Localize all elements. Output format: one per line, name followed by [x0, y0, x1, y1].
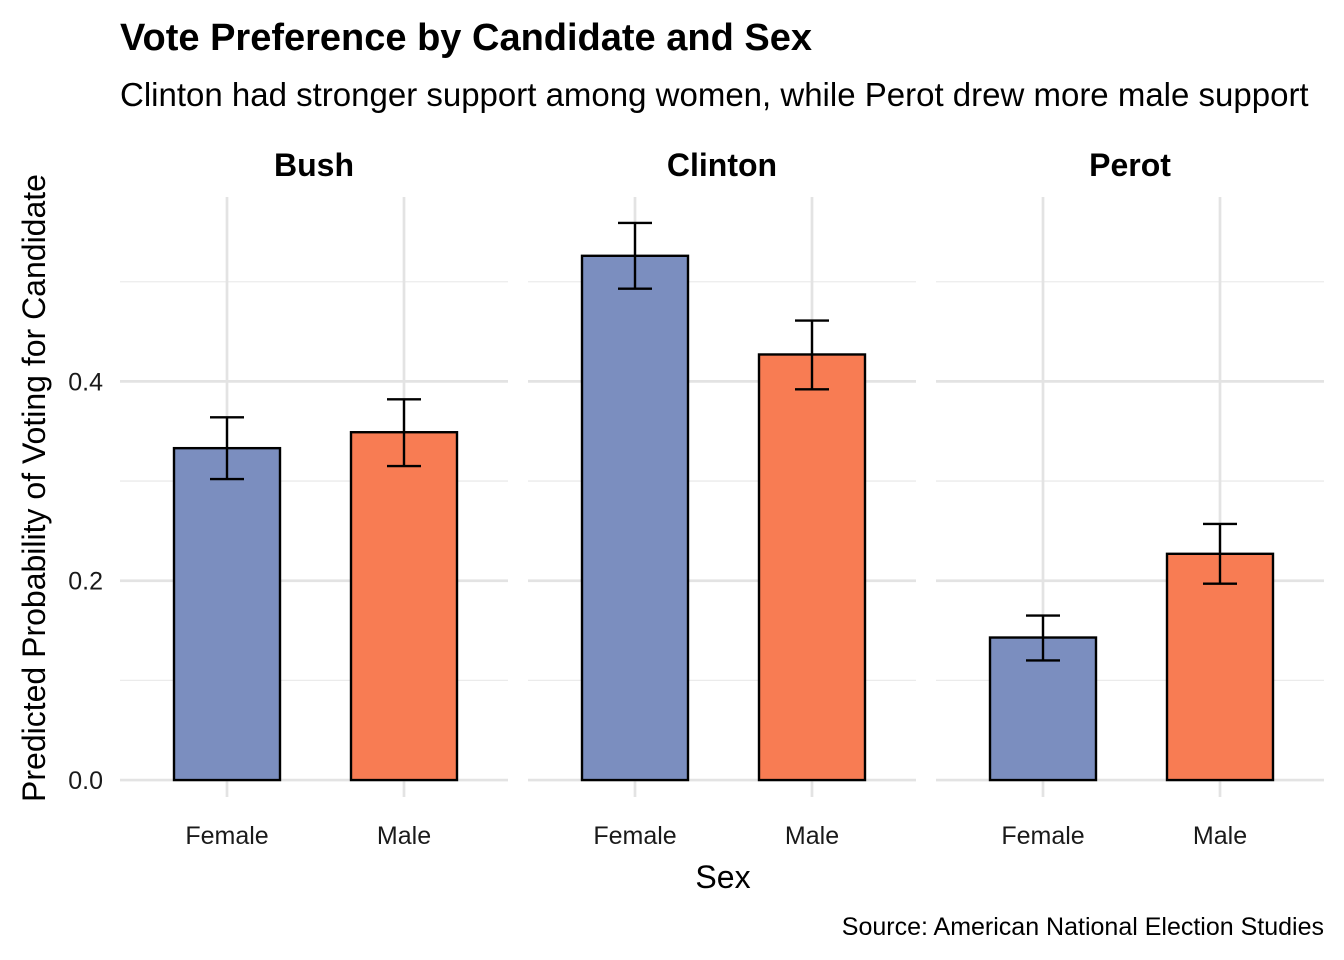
panel-bush: Bush Female Male	[120, 147, 508, 850]
bar-male	[759, 354, 865, 780]
bar-male	[351, 432, 457, 780]
chart-caption: Source: American National Election Studi…	[842, 913, 1324, 941]
chart-subtitle: Clinton had stronger support among women…	[120, 76, 1309, 113]
x-tick-label: Male	[785, 822, 839, 850]
facet-label: Clinton	[667, 147, 777, 183]
facet-label: Perot	[1089, 147, 1171, 183]
bar-female	[174, 448, 280, 780]
x-tick-label: Male	[1193, 822, 1247, 850]
facet-label: Bush	[274, 147, 354, 183]
facet-panels: Bush Female Male Clinton Female Male Perot Fema…	[120, 147, 1324, 850]
bar-male	[1167, 554, 1273, 780]
x-tick-label: Female	[593, 822, 676, 850]
x-axis-title: Sex	[695, 859, 750, 895]
y-axis-title: Predicted Probability of Voting for Cand…	[16, 174, 52, 802]
y-tick-label: 0.4	[68, 368, 103, 396]
bar-female	[582, 256, 688, 780]
chart-title: Vote Preference by Candidate and Sex	[120, 17, 812, 59]
y-tick-label: 0.0	[68, 767, 103, 795]
y-tick-label: 0.2	[68, 568, 103, 596]
x-tick-label: Female	[185, 822, 268, 850]
panel-clinton: Clinton Female Male	[528, 147, 916, 850]
panel-perot: Perot Female Male	[936, 147, 1324, 850]
x-tick-label: Female	[1001, 822, 1084, 850]
x-tick-label: Male	[377, 822, 431, 850]
y-axis: 0.0 0.2 0.4	[68, 368, 103, 795]
